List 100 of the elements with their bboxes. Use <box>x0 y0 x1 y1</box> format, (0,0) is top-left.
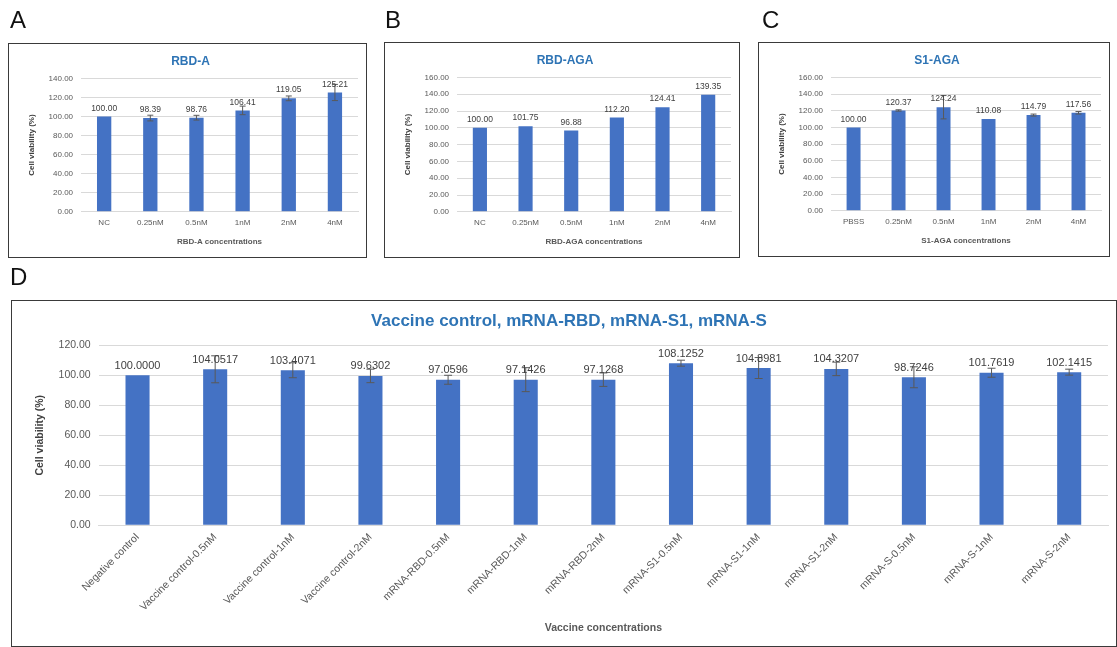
x-tick-label: 0.5nM <box>560 217 583 227</box>
y-axis-title: Cell viability (%) <box>403 113 412 176</box>
bar <box>327 92 343 212</box>
data-label: 104.3207 <box>813 352 860 365</box>
bar <box>746 368 771 525</box>
y-tick-label: 80.00 <box>53 130 74 140</box>
bar <box>472 127 487 212</box>
text: C <box>762 6 780 33</box>
data-label: 102.1415 <box>1046 355 1093 368</box>
data-label: 125.21 <box>321 78 349 89</box>
bar <box>143 118 158 212</box>
data-label: 100.00 <box>91 102 118 113</box>
data-label: 101.7619 <box>968 356 1015 369</box>
y-tick-label: 60.00 <box>429 156 450 166</box>
data-label: 100.00 <box>466 113 494 124</box>
data-label: 108.1252 <box>658 346 704 359</box>
bar <box>981 119 996 211</box>
x-tick-label: PBSS <box>842 216 865 226</box>
data-label: 98.39 <box>139 104 162 115</box>
data-label: 103.4071 <box>269 353 316 366</box>
bar <box>513 379 538 525</box>
y-tick-label: 160.00 <box>798 72 824 82</box>
data-label: 139.35 <box>695 80 722 91</box>
y-tick-label: 80.00 <box>429 139 450 149</box>
bar <box>591 379 616 525</box>
data-label: 100.00 <box>840 113 867 124</box>
x-tick-label: NC <box>474 217 486 227</box>
bar <box>668 363 694 525</box>
x-tick-label: 0.5nM <box>185 217 208 227</box>
y-tick-label: 120.00 <box>798 105 824 115</box>
x-tick-label: 0.25nM <box>136 217 164 227</box>
x-tick-label: 4nM <box>700 217 717 227</box>
data-label: 98.76 <box>185 103 208 114</box>
y-tick-label: 0.00 <box>433 207 450 216</box>
y-tick-label: 100.00 <box>798 122 824 132</box>
y-tick-label: 40.00 <box>53 168 74 178</box>
x-tick-label: 2nM <box>654 217 671 227</box>
x-tick-label: NC <box>98 217 111 227</box>
chart-title: S1-AGA <box>914 52 960 67</box>
y-tick-label: 100.00 <box>48 111 74 121</box>
bar <box>701 94 716 212</box>
y-axis-title: Cell viability (%) <box>27 114 36 176</box>
y-tick-label: 100.00 <box>58 368 91 381</box>
y-tick-label: 100.00 <box>424 123 450 132</box>
bar <box>203 369 228 525</box>
bar <box>824 368 849 525</box>
x-tick-label: 0.25nM <box>885 216 913 226</box>
y-tick-label: 0.00 <box>70 518 91 531</box>
data-label: 98.7246 <box>894 360 934 373</box>
text: D <box>10 263 28 290</box>
data-label: 110.08 <box>975 105 1002 116</box>
bar <box>1057 372 1082 525</box>
x-axis-title: S1-AGA concentrations <box>921 236 1012 246</box>
bar <box>564 130 579 212</box>
y-axis-title: Cell viability (%) <box>33 395 46 476</box>
data-label: 120.37 <box>885 96 912 107</box>
bar <box>655 107 670 212</box>
data-label: 106.41 <box>229 96 256 107</box>
x-axis-title: RBD-A concentrations <box>177 237 263 247</box>
data-label: 117.56 <box>1065 98 1092 109</box>
y-tick-label: 40.00 <box>64 458 91 471</box>
y-tick-label: 0.00 <box>807 206 824 215</box>
y-tick-label: 20.00 <box>53 187 74 197</box>
bar <box>358 375 383 525</box>
data-label: 97.1426 <box>505 363 546 376</box>
chart-title: RBD-A <box>171 53 211 68</box>
x-tick-label: 2nM <box>1025 216 1042 226</box>
x-tick-label: 1nM <box>234 217 251 227</box>
bar <box>281 98 296 212</box>
chart-title: Vaccine control, mRNA-RBD, mRNA-S1, mRNA-S <box>371 310 767 330</box>
text: B <box>385 6 402 33</box>
x-tick-label: 0.25nM <box>512 217 540 227</box>
data-label: 104.8981 <box>735 351 782 364</box>
bar <box>891 110 906 211</box>
x-tick-label: 2nM <box>280 217 297 227</box>
y-tick-label: 140.00 <box>424 89 450 99</box>
bar <box>518 126 533 212</box>
y-tick-label: 40.00 <box>803 172 824 182</box>
bar <box>936 107 951 211</box>
y-tick-label: 20.00 <box>803 189 824 199</box>
y-tick-label: 40.00 <box>429 173 450 183</box>
data-label: 100.0000 <box>114 358 161 371</box>
data-label: 97.0596 <box>428 363 468 376</box>
x-tick-label: 4nM <box>1070 216 1087 226</box>
y-tick-label: 0.00 <box>57 207 74 216</box>
y-tick-label: 60.00 <box>53 149 74 159</box>
data-label: 114.79 <box>1020 101 1047 112</box>
data-label: 119.05 <box>276 84 302 95</box>
data-label: 96.88 <box>560 116 583 127</box>
y-tick-label: 160.00 <box>424 72 450 82</box>
chart-title: RBD-AGA <box>536 52 594 67</box>
y-tick-label: 60.00 <box>64 428 91 441</box>
y-tick-label: 20.00 <box>429 190 450 200</box>
data-label: 124.41 <box>649 93 676 104</box>
y-tick-label: 80.00 <box>64 398 91 411</box>
x-tick-label: 4nM <box>327 217 344 227</box>
y-tick-label: 60.00 <box>803 155 824 165</box>
bar <box>1071 112 1086 211</box>
data-label: 112.20 <box>604 103 630 114</box>
x-tick-label: 1nM <box>980 216 997 226</box>
